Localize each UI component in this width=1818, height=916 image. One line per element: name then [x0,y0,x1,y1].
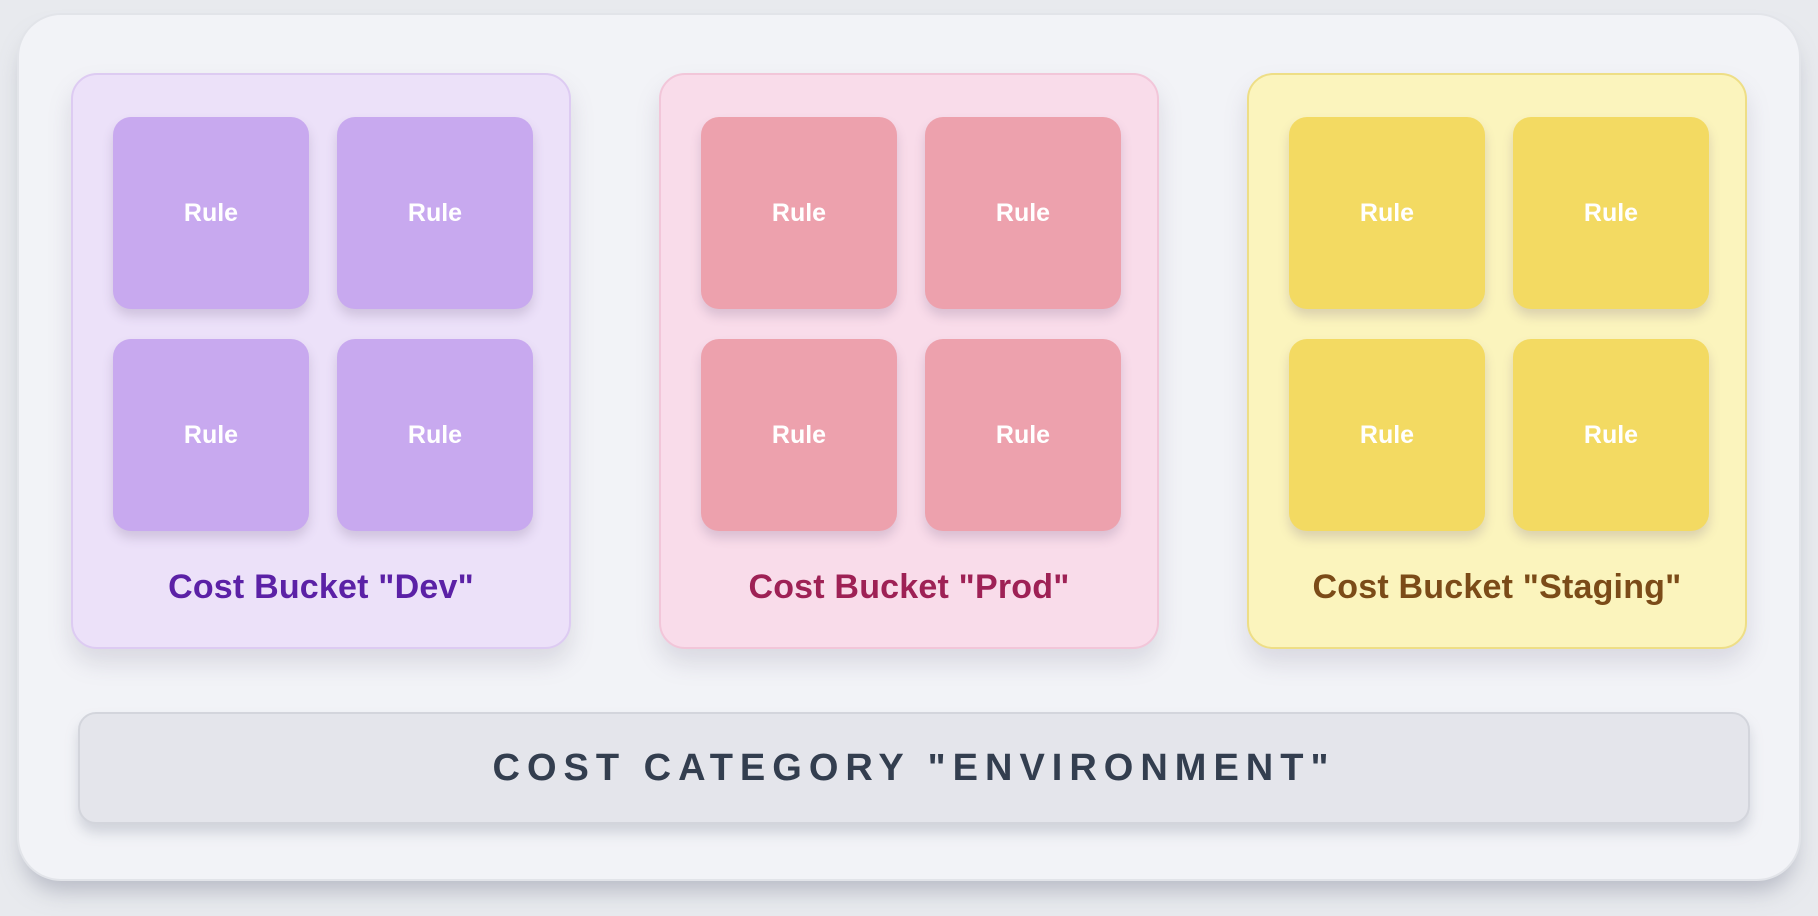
diagram-canvas: Rule Rule Rule Rule Cost Bucket "Dev" Ru… [17,13,1801,881]
rules-grid-staging: Rule Rule Rule Rule [1289,117,1709,531]
bucket-label-dev: Cost Bucket "Dev" [168,567,474,606]
cost-bucket-prod: Rule Rule Rule Rule Cost Bucket "Prod" [659,73,1159,649]
rule-card: Rule [1513,117,1709,309]
cost-bucket-dev: Rule Rule Rule Rule Cost Bucket "Dev" [71,73,571,649]
cost-category-label: COST CATEGORY "ENVIRONMENT" [492,746,1336,789]
cost-bucket-staging: Rule Rule Rule Rule Cost Bucket "Staging… [1247,73,1747,649]
rule-card: Rule [701,339,897,531]
rule-card: Rule [337,339,533,531]
rule-card: Rule [1513,339,1709,531]
rule-card: Rule [925,117,1121,309]
rule-card: Rule [337,117,533,309]
rule-card: Rule [113,339,309,531]
rule-card: Rule [701,117,897,309]
rule-card: Rule [1289,339,1485,531]
buckets-row: Rule Rule Rule Rule Cost Bucket "Dev" Ru… [19,73,1799,649]
bucket-label-prod: Cost Bucket "Prod" [748,567,1070,606]
rule-card: Rule [113,117,309,309]
bucket-label-staging: Cost Bucket "Staging" [1312,567,1682,606]
rule-card: Rule [925,339,1121,531]
rule-card: Rule [1289,117,1485,309]
rules-grid-prod: Rule Rule Rule Rule [701,117,1121,531]
rules-grid-dev: Rule Rule Rule Rule [113,117,533,531]
cost-category-bar: COST CATEGORY "ENVIRONMENT" [78,712,1750,824]
